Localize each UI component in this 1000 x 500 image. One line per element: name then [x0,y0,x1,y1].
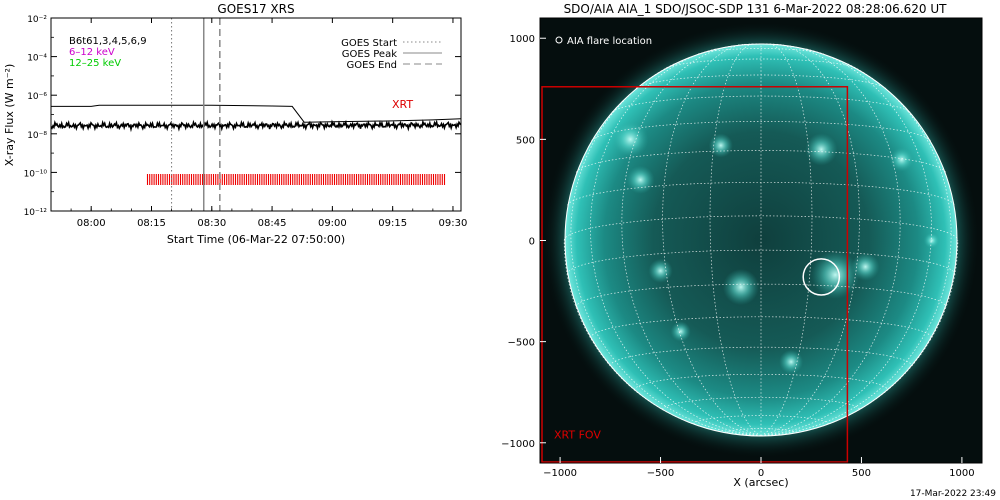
aia-y-tick-label: 0 [529,237,535,248]
goes-x-axis-label: Start Time (06-Mar-22 07:50:00) [167,233,345,246]
goes-y-tick-label: 10⁻⁶ [27,92,47,102]
aia-x-tick-label: −500 [647,468,674,479]
active-region-glow [851,252,880,281]
aia-y-tick-label: −500 [508,338,535,349]
aia-x-tick-label: 500 [852,468,871,479]
aia-x-tick-label: −1000 [543,468,577,479]
aia-legend: AIA flare location [555,36,652,47]
helio-grid-line [760,43,813,437]
xrt-fov-box [541,86,849,463]
active-region-glow [722,268,759,306]
goes-plot-title: GOES17 XRS [217,2,294,16]
xrt-label: XRT [392,98,413,111]
helio-grid-line [590,316,932,339]
goes-xrs-plot: GOES17 XRS 08:00 08:15 08:30 08:45 09:00 09:1… [3,2,467,246]
goes-y-tick-label: 10⁻⁸ [27,131,47,141]
helio-grid-line [590,48,762,437]
helio-grid-line [621,45,762,437]
goes-legend-right-item: GOES Peak [342,49,397,60]
active-region-glow [811,250,860,299]
xrt-fov-label: XRT FOV [554,429,601,442]
goes-x-tick-label: 09:30 [439,218,468,229]
aia-y-tick-label: −1000 [501,439,535,450]
goes-y-tick-label: 10⁻¹⁰ [24,169,48,179]
goes-legend-right-item: GOES End [347,60,397,71]
aia-y-tick-label: 500 [516,135,535,146]
flare-location-marker [802,258,841,296]
aia-x-tick-label: 1000 [949,468,974,479]
aia-plot-title: SDO/AIA AIA_1 SDO/JSOC-SDP 131 6-Mar-202… [564,2,948,16]
flare-legend-icon [555,36,563,44]
helio-grid-line [760,45,901,437]
goes-legend-right-item: GOES Start [341,38,397,49]
aia-legend-label: AIA flare location [567,36,652,47]
helio-grid-line [662,43,762,437]
solar-disk [565,44,957,436]
active-region-glow [648,258,673,283]
goes-x-tick-label: 09:00 [318,218,347,229]
active-region-glow [923,232,940,249]
solar-limb [564,43,958,437]
active-region-glow [779,349,804,374]
helio-grid-line [591,121,931,141]
aia-image-panel: SDO/AIA AIA_1 SDO/JSOC-SDP 131 6-Mar-202… [501,2,983,489]
helio-grid-line [760,63,952,437]
helio-grid-line [665,58,857,69]
goes-x-tick-label: 08:00 [77,218,106,229]
goes-series-line [51,119,461,133]
goes-x-tick-label: 09:15 [378,218,407,229]
active-region-glow [708,133,733,158]
aia-x-axis-label: X (arcsec) [733,476,788,489]
goes-y-tick-label: 10⁻¹² [24,208,48,218]
goes-legend-left-item: 6–12 keV [69,47,115,58]
helio-grid-line [709,43,762,437]
active-region-glow [889,147,914,172]
active-region-glow [612,121,649,158]
aia-x-tick-label: 0 [758,468,764,479]
goes-x-tick-label: 08:45 [258,218,287,229]
goes-legend-left-item: 12–25 keV [69,58,121,69]
goes-y-axis-label: X-ray Flux (W m⁻²) [3,64,16,166]
goes-y-tick-label: 10⁻⁴ [27,54,47,64]
helio-grid-line [570,63,762,437]
goes-x-tick-label: 08:30 [197,218,226,229]
footer-timestamp: 17-Mar-2022 23:49 [910,489,996,499]
helio-grid-line [760,48,932,437]
helio-grid-line [698,48,824,55]
goes-y-tick-label: 10⁻² [27,15,47,25]
active-region-glow [626,165,655,194]
helio-grid-line [760,43,860,437]
active-region-glow [805,133,838,166]
aia-y-tick-label: 1000 [510,34,535,45]
goes-x-tick-label: 08:15 [137,218,166,229]
active-region-glow [670,321,691,342]
goes-series-line [51,104,461,123]
goes-legend-left-item: B6t61,3,4,5,6,9 [69,36,147,47]
